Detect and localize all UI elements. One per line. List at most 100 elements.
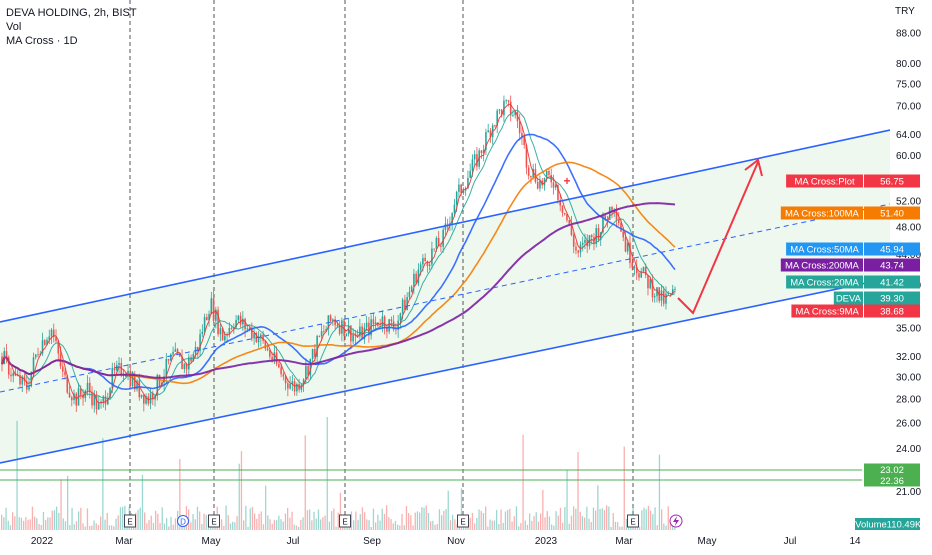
candle-body xyxy=(140,394,143,398)
symbol-title[interactable]: DEVA HOLDING, 2h, BIST xyxy=(6,7,137,19)
candle-body xyxy=(248,327,251,329)
candle-body xyxy=(554,184,557,188)
volume-bar xyxy=(658,454,661,530)
candle-body xyxy=(552,182,555,188)
y-tick-label: 75.00 xyxy=(896,79,921,90)
candle-body xyxy=(640,271,643,278)
price-tag-label: DEVA xyxy=(836,294,862,305)
candle-body xyxy=(406,297,408,311)
x-tick-label: Sep xyxy=(363,536,381,547)
price-tag-value: 45.94 xyxy=(880,245,904,256)
candle-body xyxy=(597,228,600,240)
candle-body xyxy=(530,175,532,178)
volume-bar xyxy=(449,520,452,530)
candle-body xyxy=(70,397,73,401)
price-tag-value-box xyxy=(864,275,920,289)
y-tick-label: 52.00 xyxy=(896,197,921,208)
candle-body xyxy=(264,340,267,349)
event-marker: E xyxy=(627,514,639,528)
volume-bar xyxy=(423,507,425,530)
volume-bar xyxy=(58,512,60,530)
candle-body xyxy=(469,170,471,178)
volume-bar xyxy=(548,516,551,530)
x-tick-label: Jul xyxy=(784,536,797,547)
volume-bar xyxy=(493,520,496,530)
candle-body xyxy=(48,336,51,340)
candle-body xyxy=(106,397,109,405)
volume-bar xyxy=(84,526,86,530)
candle-body xyxy=(212,298,215,321)
volume-bar xyxy=(476,517,478,530)
volume-bar xyxy=(379,520,381,530)
candle-body xyxy=(246,328,249,330)
event-marker-label: E xyxy=(127,518,132,527)
volume-bar xyxy=(309,509,311,530)
volume-bar xyxy=(647,505,650,530)
volume-bar xyxy=(617,522,619,530)
volume-bar xyxy=(137,509,139,530)
volume-bar xyxy=(174,518,177,530)
level-tag-value: 22.36 xyxy=(880,476,904,487)
candle-body xyxy=(309,358,312,376)
volume-bar xyxy=(487,526,489,530)
candle-body xyxy=(41,340,44,354)
candle-body xyxy=(408,291,411,298)
candle-body xyxy=(73,393,75,401)
y-tick-label: 64.00 xyxy=(896,130,921,141)
volume-bar xyxy=(304,435,306,530)
volume-bar xyxy=(606,505,608,530)
chart-legend: DEVA HOLDING, 2h, BIST Vol MA Cross · 1D xyxy=(6,6,137,48)
volume-bar xyxy=(531,520,533,530)
candle-body xyxy=(426,261,429,267)
volume-bar xyxy=(603,510,606,530)
candle-body xyxy=(12,372,15,377)
volume-bar xyxy=(320,519,322,530)
volume-bar xyxy=(234,522,236,530)
price-tag-value-box xyxy=(864,242,920,256)
candle-body xyxy=(615,209,618,220)
volume-bar xyxy=(599,508,601,530)
volume-bar xyxy=(302,517,304,530)
candle-body xyxy=(500,109,503,116)
candle-body xyxy=(111,367,114,389)
price-tag-value-box xyxy=(864,258,920,272)
volume-bar xyxy=(408,513,410,530)
y-tick-label: 26.00 xyxy=(896,418,921,429)
price-tag-value-box xyxy=(864,291,920,305)
volume-bar xyxy=(427,512,430,530)
candle-body xyxy=(25,381,28,390)
volume-indicator-label[interactable]: Vol xyxy=(6,21,22,33)
volume-bar xyxy=(260,511,262,530)
candle-body xyxy=(235,319,237,328)
event-marker: E xyxy=(339,514,351,528)
ma-cross-indicator-label[interactable]: MA Cross · 1D xyxy=(6,35,78,47)
volume-bar xyxy=(592,507,595,530)
candle-body xyxy=(381,316,384,326)
event-marker-label: E xyxy=(342,518,347,527)
candle-body xyxy=(548,171,550,175)
volume-bar xyxy=(115,518,117,530)
y-tick-label: 24.00 xyxy=(896,444,921,455)
event-marker: E xyxy=(208,514,220,528)
candle-body xyxy=(133,375,136,390)
volume-bar xyxy=(621,526,623,530)
volume-bar xyxy=(269,519,271,530)
volume-tag-value: 110.49K xyxy=(887,520,922,531)
volume-bar xyxy=(469,517,471,530)
candle-body xyxy=(201,331,204,335)
y-tick-label: 30.00 xyxy=(896,373,921,384)
volume-bar xyxy=(537,521,540,530)
level-tag: 23.02 xyxy=(864,463,920,476)
candle-body xyxy=(124,374,127,377)
price-tag: MA Cross:50MA 45.94 xyxy=(786,242,920,256)
volume-bar xyxy=(203,513,205,530)
candle-body xyxy=(512,115,514,117)
candle-body xyxy=(113,367,116,371)
volume-bar xyxy=(665,525,667,530)
price-tag-value: 43.74 xyxy=(880,261,904,272)
volume-bar xyxy=(31,506,34,530)
candle-body xyxy=(165,358,168,377)
candle-body xyxy=(120,362,123,376)
price-tag-label: MA Cross:9MA xyxy=(796,307,860,318)
